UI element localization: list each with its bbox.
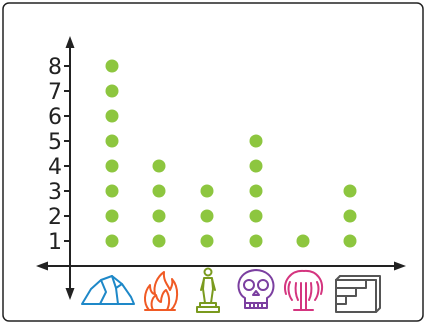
data-dot-rock-6 xyxy=(105,109,119,123)
data-dot-statue-2 xyxy=(200,209,214,223)
data-dot-rock-5 xyxy=(105,134,119,148)
y-tick-label: 5 xyxy=(48,130,62,155)
y-axis-arrow-down xyxy=(65,288,75,300)
statue-icon xyxy=(196,267,220,313)
fire-icon xyxy=(144,271,179,311)
data-dot-fire-3 xyxy=(152,184,166,198)
y-tick-label: 8 xyxy=(48,55,62,80)
willow-tree-icon xyxy=(284,269,323,311)
data-dots xyxy=(105,59,357,248)
rock-icon xyxy=(81,275,135,305)
data-dot-rock-3 xyxy=(105,184,119,198)
y-tick-label: 7 xyxy=(48,80,62,105)
data-dot-stairs-1 xyxy=(343,234,357,248)
data-dot-skull-2 xyxy=(249,209,263,223)
data-dot-rock-1 xyxy=(105,234,119,248)
y-tick-label: 3 xyxy=(48,180,62,205)
data-dot-stairs-2 xyxy=(343,209,357,223)
data-dot-fire-1 xyxy=(152,234,166,248)
data-dot-fire-2 xyxy=(152,209,166,223)
y-tick-label: 6 xyxy=(48,105,62,130)
chart-border xyxy=(2,2,424,322)
data-dot-stairs-3 xyxy=(343,184,357,198)
skull-icon xyxy=(237,269,275,309)
x-axis-arrow-left xyxy=(36,261,48,271)
data-dot-skull-5 xyxy=(249,134,263,148)
y-axis-arrow-up xyxy=(65,36,75,48)
data-dot-skull-1 xyxy=(249,234,263,248)
data-dot-skull-4 xyxy=(249,159,263,173)
data-dot-statue-1 xyxy=(200,234,214,248)
data-dot-willow-tree-1 xyxy=(296,234,310,248)
data-dot-rock-7 xyxy=(105,84,119,98)
y-tick-label: 1 xyxy=(48,230,62,255)
y-tick-label: 4 xyxy=(48,155,62,180)
data-dot-rock-4 xyxy=(105,159,119,173)
data-dot-statue-3 xyxy=(200,184,214,198)
y-tick-label: 2 xyxy=(48,205,62,230)
data-dot-skull-3 xyxy=(249,184,263,198)
data-dot-rock-8 xyxy=(105,59,119,73)
data-dot-rock-2 xyxy=(105,209,119,223)
x-axis-arrow-right xyxy=(394,261,406,271)
data-dot-fire-4 xyxy=(152,159,166,173)
stairs-icon xyxy=(335,275,381,313)
category-icons xyxy=(81,267,381,313)
